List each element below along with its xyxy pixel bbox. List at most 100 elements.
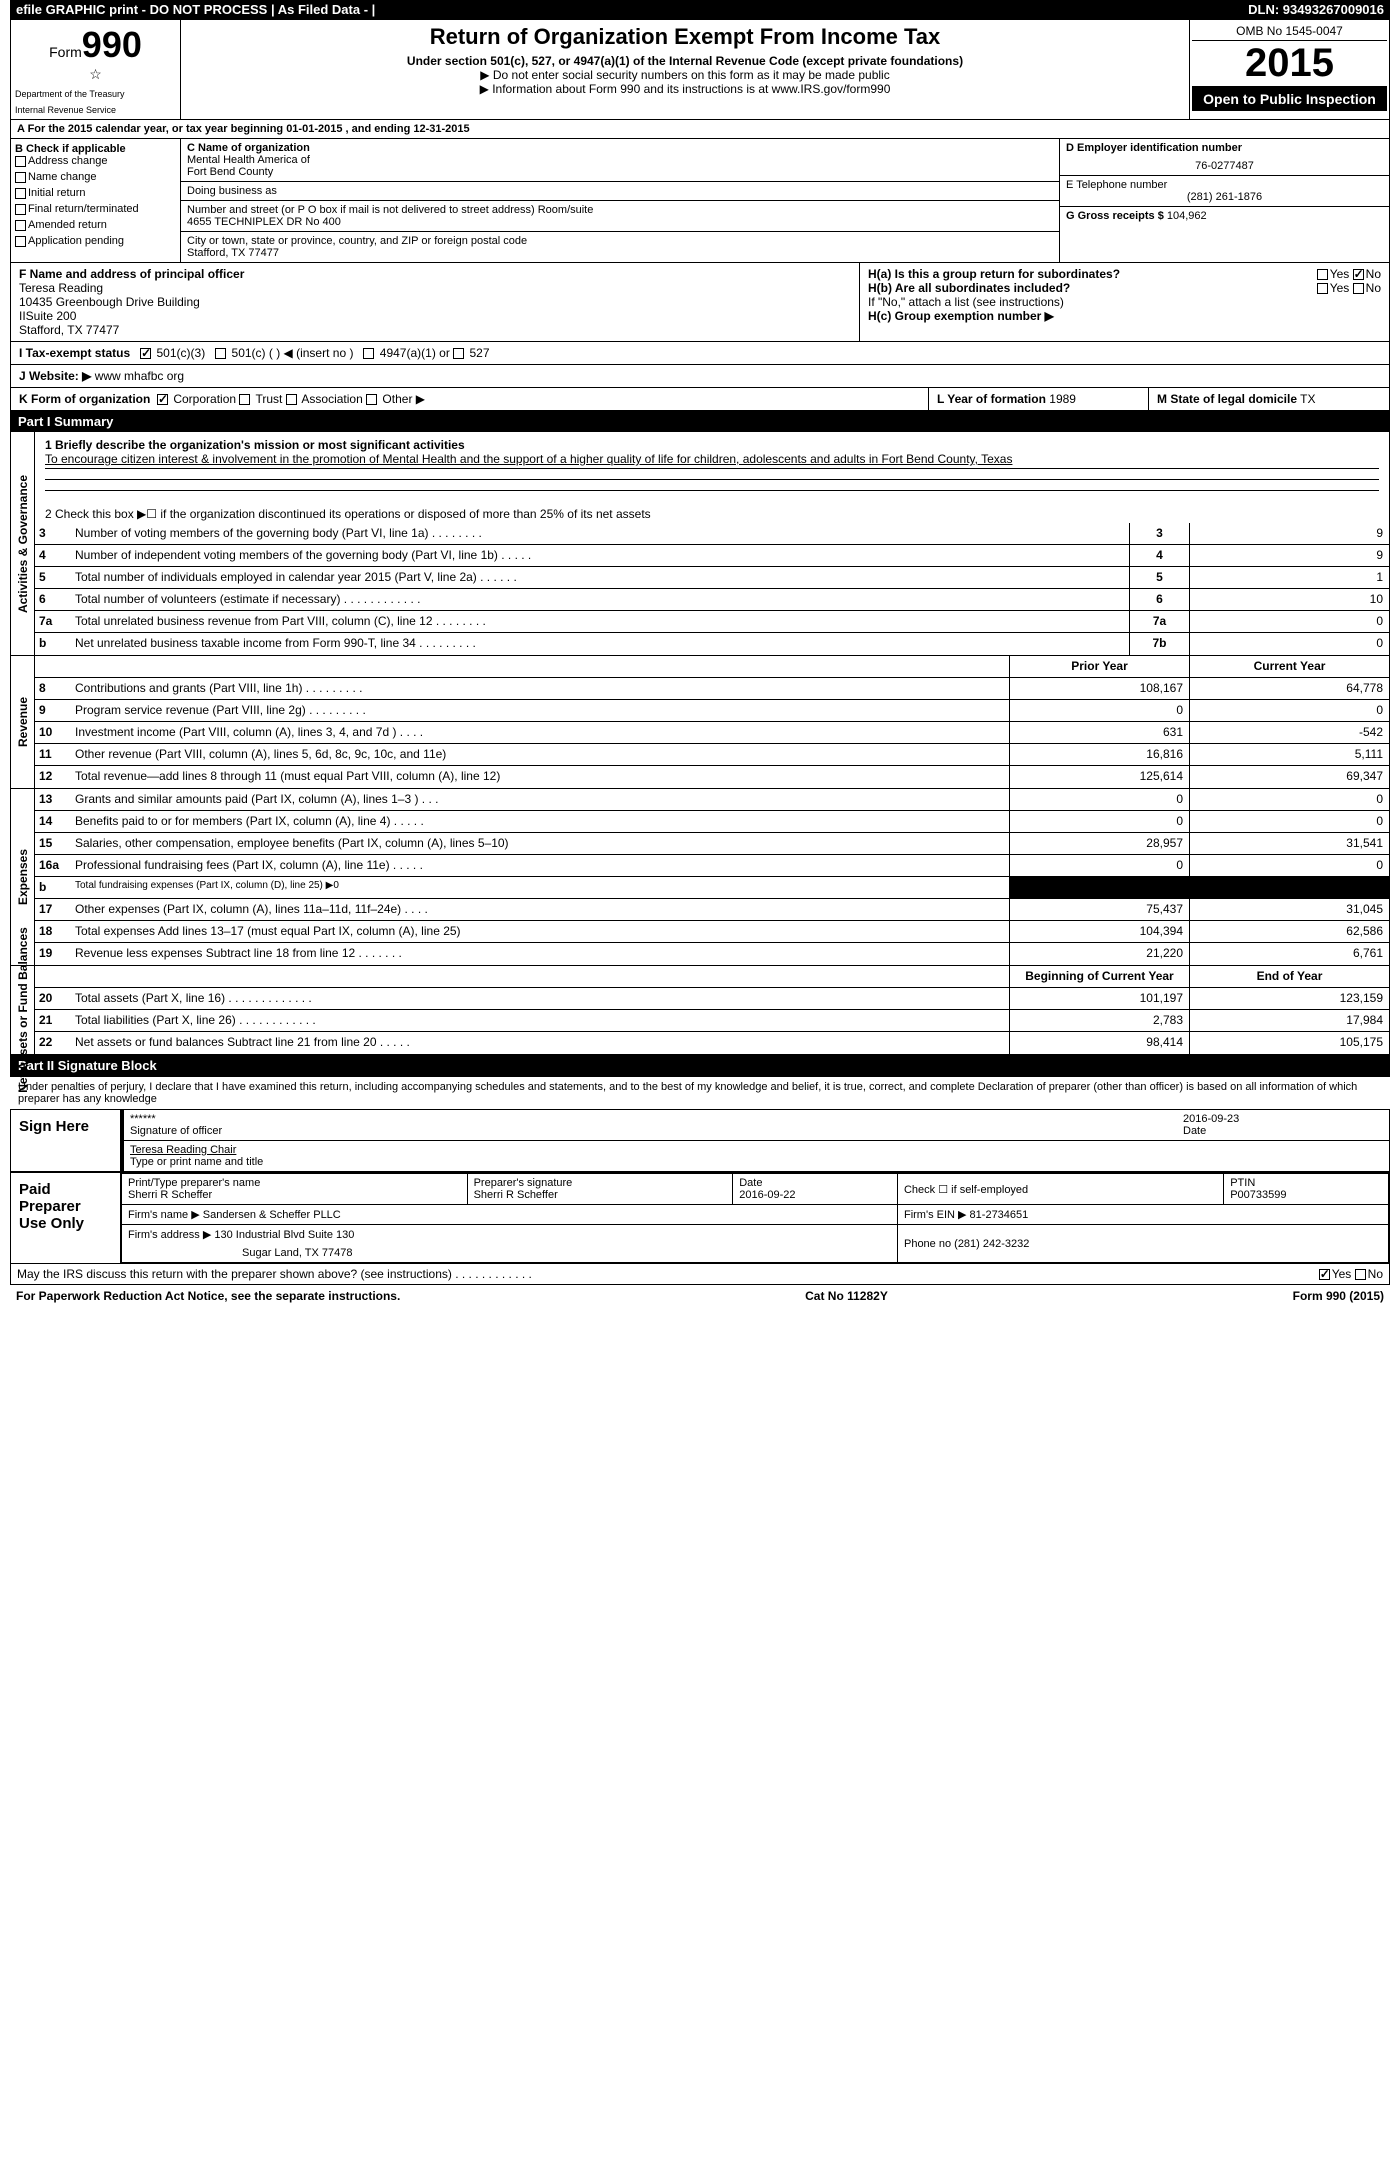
line-desc: Total revenue—add lines 8 through 11 (mu…: [71, 766, 1009, 788]
summary-line: 18Total expenses Add lines 13–17 (must e…: [35, 921, 1389, 943]
line-desc: Professional fundraising fees (Part IX, …: [71, 855, 1009, 876]
current-value: [1189, 877, 1389, 898]
current-year-header: Current Year: [1189, 656, 1389, 677]
officer-addr2: IISuite 200: [19, 309, 851, 323]
checkbox-icon[interactable]: [15, 204, 26, 215]
line-desc: Contributions and grants (Part VIII, lin…: [71, 678, 1009, 699]
checkbox-icon[interactable]: [453, 348, 464, 359]
note2: ▶ Information about Form 990 and its ins…: [189, 82, 1181, 96]
checkbox-icon[interactable]: [140, 348, 151, 359]
part2-header: Part II Signature Block: [10, 1055, 1390, 1076]
note1: ▶ Do not enter social security numbers o…: [189, 68, 1181, 82]
ptin: P00733599: [1230, 1189, 1382, 1201]
checkbox-icon[interactable]: [15, 156, 26, 167]
line-desc: Total liabilities (Part X, line 26) . . …: [71, 1010, 1009, 1031]
tax-year: 2015: [1192, 41, 1387, 87]
summary-line: 8Contributions and grants (Part VIII, li…: [35, 678, 1389, 700]
top-bar-left: efile GRAPHIC print - DO NOT PROCESS | A…: [16, 2, 375, 17]
prior-value: 101,197: [1009, 988, 1189, 1009]
current-value: 105,175: [1189, 1032, 1389, 1054]
section-b: B Check if applicable Address change Nam…: [11, 139, 181, 262]
line-desc: Grants and similar amounts paid (Part IX…: [71, 789, 1009, 810]
checkbox-icon[interactable]: [15, 188, 26, 199]
line-desc: Number of voting members of the governin…: [71, 523, 1129, 544]
line1-label: 1 Briefly describe the organization's mi…: [45, 438, 465, 452]
prior-value: 16,816: [1009, 744, 1189, 765]
checkbox-icon[interactable]: [157, 394, 168, 405]
footer: For Paperwork Reduction Act Notice, see …: [10, 1285, 1390, 1307]
line-num: 9: [35, 700, 71, 721]
checkbox-icon[interactable]: [239, 394, 250, 405]
cb-final: Final return/terminated: [15, 203, 176, 215]
checkbox-icon[interactable]: [215, 348, 226, 359]
preparer-table: Print/Type preparer's name Sherri R Sche…: [121, 1173, 1389, 1263]
mission: To encourage citizen interest & involvem…: [45, 452, 1012, 466]
firm-addr2: Sugar Land, TX 77478: [122, 1244, 898, 1263]
firm-ein: 81-2734651: [970, 1209, 1029, 1221]
gross-receipts: 104,962: [1167, 210, 1207, 222]
website: www mhafbc org: [95, 369, 184, 383]
line-num: 20: [35, 988, 71, 1009]
section-a: A For the 2015 calendar year, or tax yea…: [10, 120, 1390, 139]
form-subtitle: Under section 501(c), 527, or 4947(a)(1)…: [189, 54, 1181, 68]
row-fh: F Name and address of principal officer …: [10, 263, 1390, 342]
vlabel-governance: Activities & Governance: [11, 432, 35, 655]
line-num: 16a: [35, 855, 71, 876]
footer-left: For Paperwork Reduction Act Notice, see …: [16, 1289, 400, 1303]
checkbox-icon[interactable]: [366, 394, 377, 405]
checkbox-icon[interactable]: [286, 394, 297, 405]
summary-line: 3Number of voting members of the governi…: [35, 523, 1389, 545]
checkbox-icon[interactable]: [15, 220, 26, 231]
current-value: 0: [1189, 811, 1389, 832]
line-desc: Benefits paid to or for members (Part IX…: [71, 811, 1009, 832]
open-public: Open to Public Inspection: [1192, 87, 1387, 111]
checkbox-icon[interactable]: [15, 236, 26, 247]
dept2: Internal Revenue Service: [15, 105, 176, 115]
prior-value: 0: [1009, 789, 1189, 810]
prior-value: 28,957: [1009, 833, 1189, 854]
checkbox-icon[interactable]: [1317, 283, 1328, 294]
line-num: 13: [35, 789, 71, 810]
summary-line: 11Other revenue (Part VIII, column (A), …: [35, 744, 1389, 766]
summary-line: 13Grants and similar amounts paid (Part …: [35, 789, 1389, 811]
omb: OMB No 1545-0047: [1192, 22, 1387, 41]
line-num: 22: [35, 1032, 71, 1054]
line-desc: Number of independent voting members of …: [71, 545, 1129, 566]
checkbox-icon[interactable]: [363, 348, 374, 359]
current-value: 123,159: [1189, 988, 1389, 1009]
summary-line: 12Total revenue—add lines 8 through 11 (…: [35, 766, 1389, 788]
current-value: 6,761: [1189, 943, 1389, 965]
line-num: 14: [35, 811, 71, 832]
prior-value: 75,437: [1009, 899, 1189, 920]
line-value: 0: [1189, 611, 1389, 632]
line-box: 4: [1129, 545, 1189, 566]
line2: 2 Check this box ▶☐ if the organization …: [35, 501, 1389, 523]
org-name2: Fort Bend County: [187, 166, 1053, 178]
checkbox-icon[interactable]: [1319, 1269, 1330, 1280]
line-box: 5: [1129, 567, 1189, 588]
checkbox-icon[interactable]: [1317, 269, 1328, 280]
vlabel-revenue: Revenue: [11, 656, 35, 788]
checkbox-icon[interactable]: [1353, 269, 1364, 280]
checkbox-icon[interactable]: [1355, 1269, 1366, 1280]
checkbox-icon[interactable]: [1353, 283, 1364, 294]
c-name-label: C Name of organization: [187, 142, 1053, 154]
d-label: D Employer identification number: [1066, 142, 1383, 154]
firm-phone: (281) 242-3232: [954, 1238, 1029, 1250]
b-title: B Check if applicable: [15, 143, 176, 155]
checkbox-icon[interactable]: [15, 172, 26, 183]
line-num: 17: [35, 899, 71, 920]
part1-header: Part I Summary: [10, 411, 1390, 432]
line-value: 1: [1189, 567, 1389, 588]
type-name-label: Type or print name and title: [130, 1156, 1383, 1168]
form-990: efile GRAPHIC print - DO NOT PROCESS | A…: [0, 0, 1400, 1307]
summary-line: 10Investment income (Part VIII, column (…: [35, 722, 1389, 744]
current-value: 0: [1189, 789, 1389, 810]
current-value: 0: [1189, 700, 1389, 721]
line-desc: Net assets or fund balances Subtract lin…: [71, 1032, 1009, 1054]
footer-right: Form 990 (2015): [1293, 1289, 1384, 1303]
current-value: 31,541: [1189, 833, 1389, 854]
line-box: 7a: [1129, 611, 1189, 632]
cb-name: Name change: [15, 171, 176, 183]
summary-line: 4Number of independent voting members of…: [35, 545, 1389, 567]
